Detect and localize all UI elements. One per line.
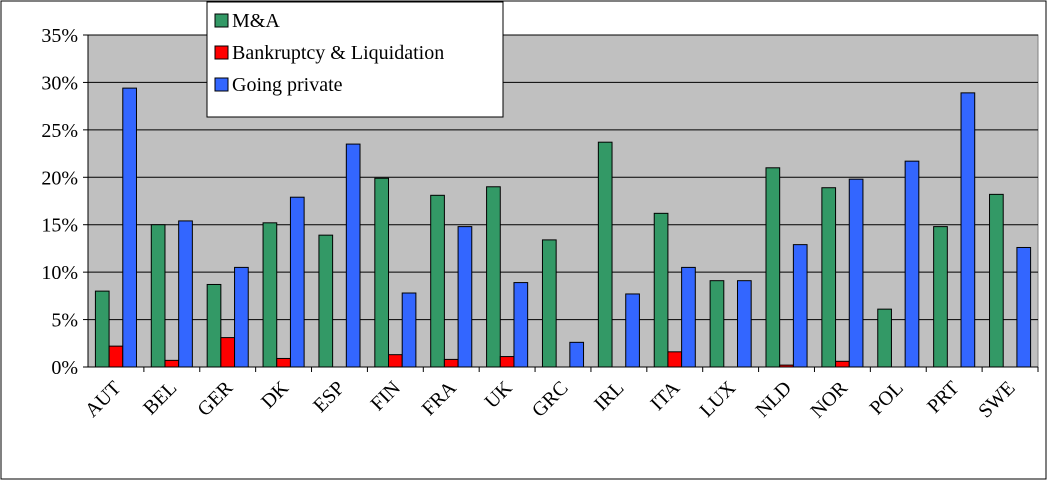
bar <box>569 341 585 368</box>
bar <box>933 226 948 368</box>
bar <box>374 177 390 368</box>
y-tick-label: 20% <box>41 167 78 189</box>
bar <box>486 186 501 368</box>
bar <box>625 293 640 368</box>
bar <box>108 345 124 368</box>
legend: M&A Bankruptcy & Liquidation Going private <box>206 1 504 118</box>
legend-swatch <box>214 45 229 60</box>
bar <box>877 308 892 368</box>
bar <box>904 160 920 368</box>
bar <box>220 337 236 368</box>
bar <box>848 178 864 368</box>
bar <box>597 141 613 368</box>
y-tick-label: 30% <box>41 72 78 94</box>
bar <box>513 282 529 368</box>
bar <box>667 351 683 368</box>
bar <box>821 187 837 368</box>
y-tick-label: 25% <box>41 120 78 142</box>
bar <box>206 283 222 368</box>
legend-swatch <box>214 77 229 92</box>
bar <box>401 292 417 368</box>
bar <box>178 220 193 368</box>
bar <box>499 356 515 368</box>
legend-swatch <box>214 13 229 28</box>
bars <box>94 87 1032 368</box>
bar <box>289 196 305 368</box>
legend-label: M&A <box>232 10 280 32</box>
bar <box>736 280 752 368</box>
bar <box>541 239 557 368</box>
bar <box>262 222 278 368</box>
bar <box>122 87 137 368</box>
legend-label: Going private <box>232 74 343 96</box>
bar <box>150 224 166 368</box>
y-tick-label: 15% <box>41 215 78 237</box>
bar <box>835 360 850 368</box>
bar <box>653 212 669 368</box>
bar <box>681 266 696 368</box>
bar <box>457 226 473 368</box>
y-tick-label: 10% <box>41 262 78 284</box>
bar <box>276 357 291 368</box>
bar <box>318 234 334 368</box>
legend-box <box>206 1 504 118</box>
y-tick-label: 5% <box>51 310 78 332</box>
bar <box>960 92 976 368</box>
bar <box>989 193 1004 368</box>
bar <box>94 290 110 368</box>
legend-label: Bankruptcy & Liquidation <box>232 42 444 64</box>
bar <box>164 359 180 368</box>
bar <box>345 143 361 368</box>
bar <box>709 280 725 368</box>
bar <box>1016 246 1032 368</box>
bar <box>430 194 445 368</box>
bar <box>792 244 808 368</box>
bar <box>234 266 249 368</box>
bar <box>388 354 403 368</box>
y-tick-label: 35% <box>41 25 78 47</box>
bar <box>443 358 459 368</box>
y-tick-label: 0% <box>51 357 78 379</box>
bar <box>765 167 781 368</box>
